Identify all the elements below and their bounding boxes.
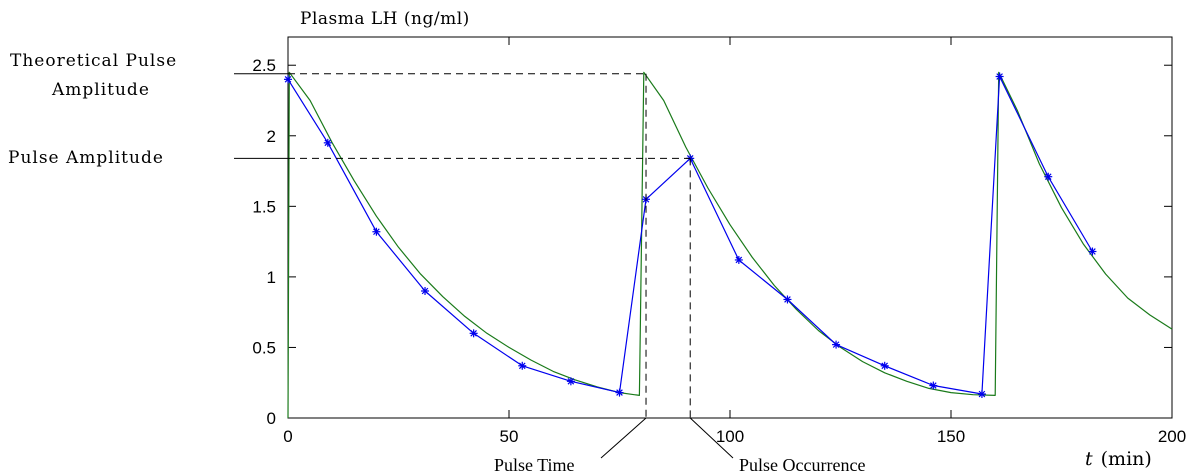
x-tick-label: 200 xyxy=(1158,427,1186,446)
x-axis-label-unit: (min) xyxy=(1101,448,1152,470)
guide-lines xyxy=(234,73,734,459)
data-point-marker xyxy=(284,75,292,84)
data-point-marker xyxy=(372,227,381,236)
y-tick-label: 2.5 xyxy=(252,56,276,75)
data-point-marker xyxy=(469,329,478,338)
data-point-marker xyxy=(421,287,430,295)
x-tick-label: 100 xyxy=(716,427,744,446)
x-axis-label: t (min) xyxy=(1085,448,1152,470)
data-point-marker xyxy=(880,361,889,370)
axes-frame xyxy=(287,36,1173,419)
x-tick-label: 0 xyxy=(283,427,292,446)
data-point-marker xyxy=(615,388,624,397)
x-axis-label-variable: t xyxy=(1085,448,1093,470)
data-point-marker xyxy=(977,390,986,399)
data-point-marker xyxy=(566,377,575,386)
data-point-marker xyxy=(1088,247,1097,256)
pulse-occurrence-leader xyxy=(689,417,734,459)
series-layer xyxy=(284,71,1173,419)
tick-marks xyxy=(287,37,1173,419)
series-line-green xyxy=(287,71,1173,419)
y-tick-label: 2 xyxy=(267,127,276,146)
pulse-time-leader xyxy=(600,417,647,459)
data-point-marker xyxy=(929,381,938,390)
data-point-marker xyxy=(783,295,792,304)
x-tick-label: 50 xyxy=(500,427,519,446)
y-tick-label: 0 xyxy=(267,409,276,428)
theoretical-pulse-amplitude-label-line2: Amplitude xyxy=(51,80,150,100)
y-tick-label: 1.5 xyxy=(252,197,276,216)
data-point-marker xyxy=(323,138,332,147)
pulse-amplitude-label: Pulse Amplitude xyxy=(8,148,164,168)
tick-labels: 0 50 100 150 200 0 0.5 1 1.5 2 2.5 xyxy=(252,56,1186,446)
y-tick-label: 1 xyxy=(267,268,276,287)
data-point-marker xyxy=(995,72,1004,81)
theoretical-pulse-amplitude-label-line1: Theoretical Pulse xyxy=(10,51,177,71)
pulse-occurrence-label: Pulse Occurrence xyxy=(739,455,865,474)
data-point-marker xyxy=(734,255,743,264)
y-axis-label: Plasma LH (ng/ml) xyxy=(300,9,470,29)
data-point-marker xyxy=(1044,172,1053,181)
data-point-marker xyxy=(832,340,841,349)
pulse-time-label: Pulse Time xyxy=(494,455,575,474)
x-tick-label: 150 xyxy=(937,427,965,446)
y-tick-label: 0.5 xyxy=(252,338,276,357)
data-point-marker xyxy=(518,361,527,370)
